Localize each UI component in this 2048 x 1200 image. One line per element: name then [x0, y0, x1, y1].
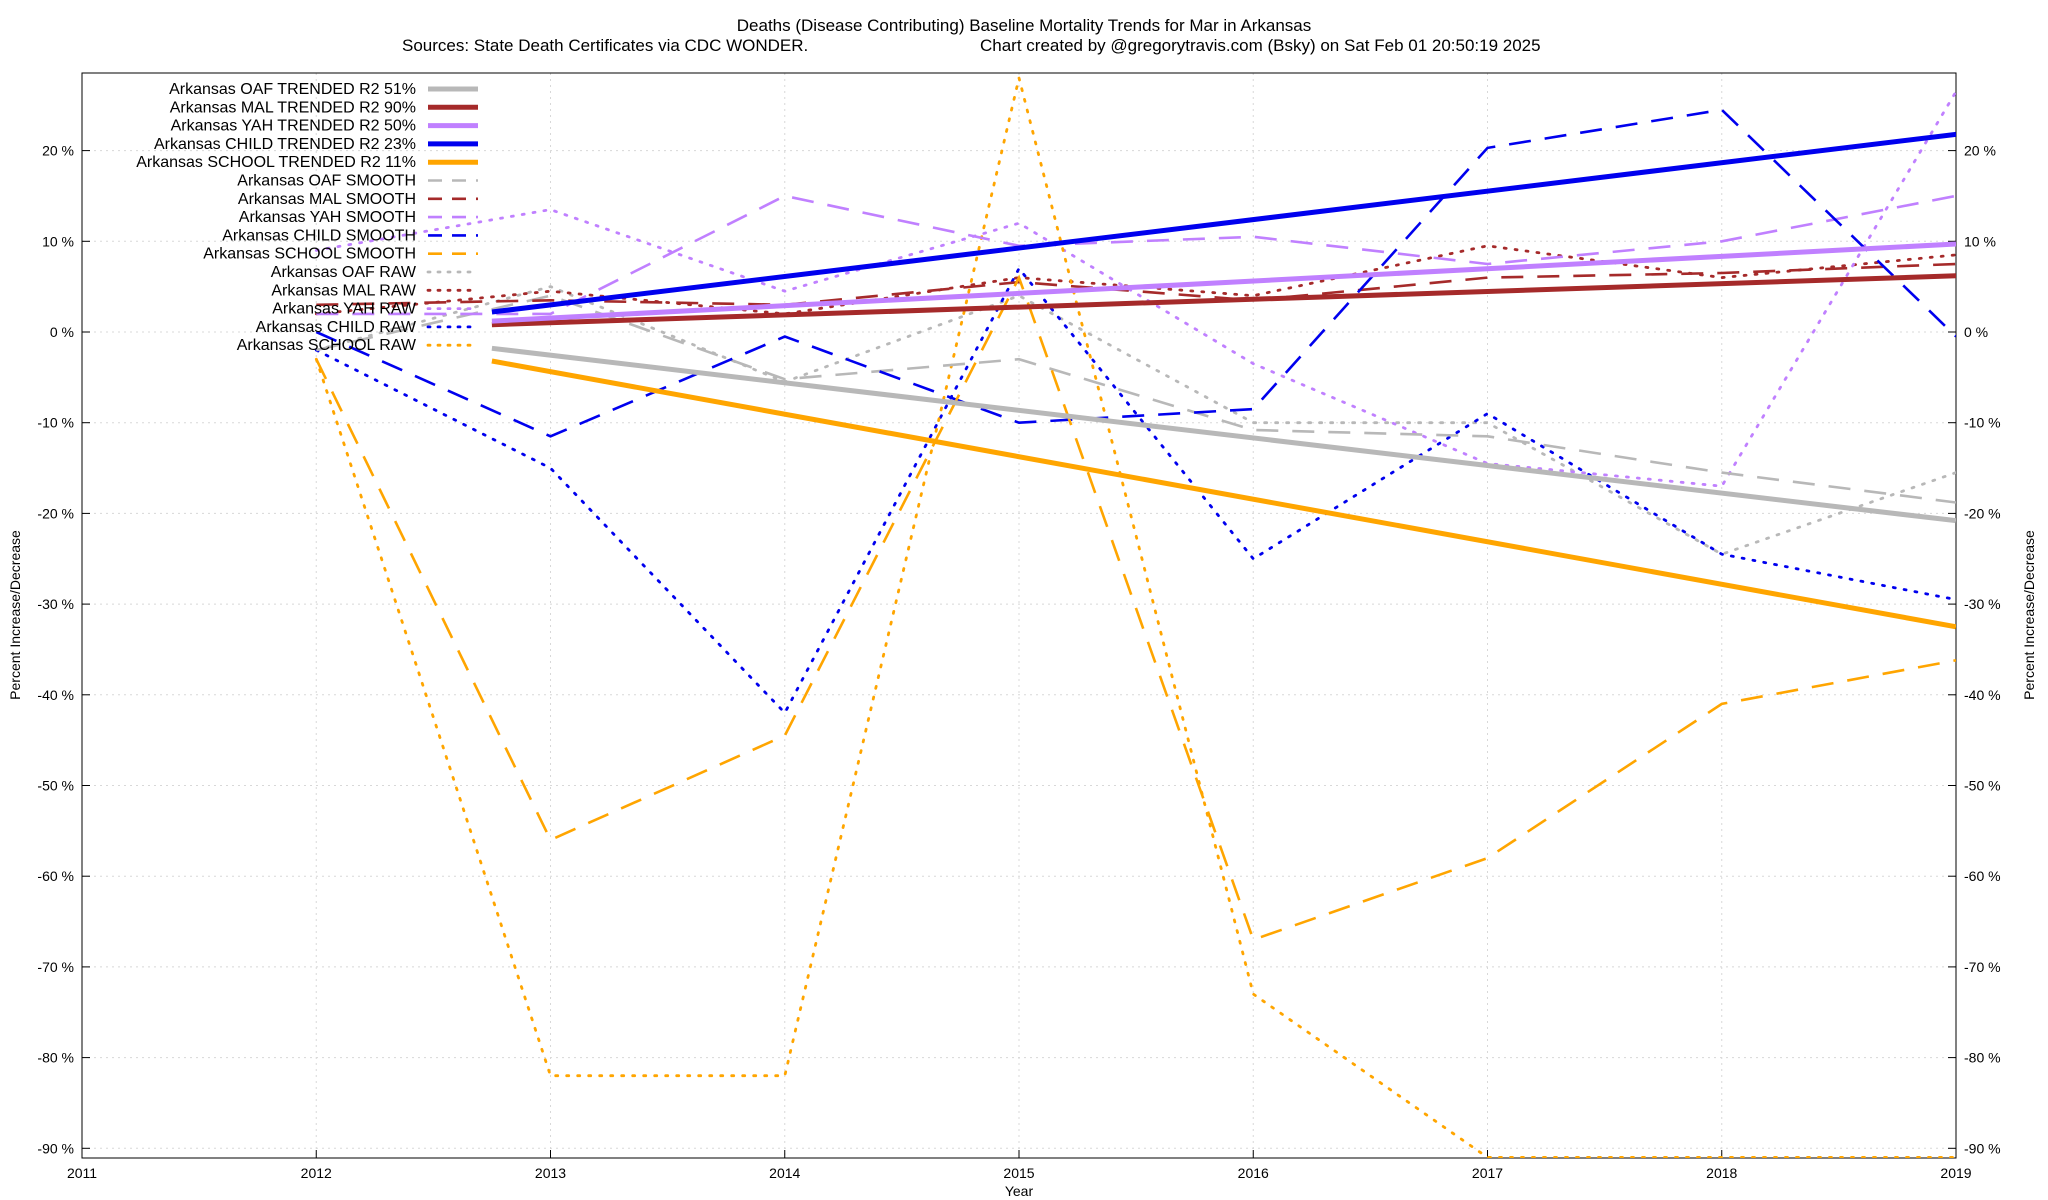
- y-axis-label-left: Percent Increase/Decrease: [7, 530, 23, 700]
- y-tick-label-right: -50 %: [1964, 778, 2001, 794]
- x-tick-label: 2019: [1940, 1165, 1971, 1181]
- x-axis-label: Year: [1005, 1183, 1034, 1199]
- legend-label: Arkansas SCHOOL RAW: [237, 337, 417, 354]
- series-child-raw: [314, 265, 1956, 716]
- series-school-trend: [491, 358, 1956, 630]
- series-oaf-smooth: [316, 294, 1956, 504]
- chart-subtitle-credit: Chart created by @gregorytravis.com (Bsk…: [980, 36, 1541, 55]
- y-tick-label-right: -30 %: [1964, 596, 2001, 612]
- legend-label: Arkansas YAH RAW: [272, 301, 417, 318]
- legend-label: Arkansas CHILD RAW: [256, 319, 417, 336]
- legend-label: Arkansas YAH TRENDED R2 50%: [171, 118, 416, 135]
- y-tick-label-left: -80 %: [37, 1050, 74, 1066]
- y-tick-label-left: -90 %: [37, 1140, 74, 1156]
- y-tick-label-left: -30 %: [37, 596, 74, 612]
- series-mal-trend: [491, 273, 1956, 328]
- legend-label: Arkansas OAF RAW: [271, 264, 417, 281]
- x-tick-label: 2017: [1472, 1165, 1503, 1181]
- y-tick-label-left: 10 %: [42, 233, 74, 249]
- series-child-smooth: [315, 108, 1956, 438]
- series-oaf-trend: [491, 345, 1956, 524]
- x-tick-label: 2015: [1003, 1165, 1034, 1181]
- y-tick-label-left: -20 %: [37, 505, 74, 521]
- y-tick-label-right: -20 %: [1964, 505, 2001, 521]
- legend-label: Arkansas SCHOOL SMOOTH: [203, 246, 416, 263]
- y-tick-label-right: -80 %: [1964, 1050, 2001, 1066]
- x-tick-label: 2014: [769, 1165, 800, 1181]
- chart-title: Deaths (Disease Contributing) Baseline M…: [737, 16, 1311, 35]
- legend-label: Arkansas CHILD TRENDED R2 23%: [154, 136, 416, 153]
- y-tick-label-right: 0 %: [1964, 324, 1988, 340]
- legend-label: Arkansas MAL RAW: [271, 282, 417, 299]
- legend-label: Arkansas CHILD SMOOTH: [222, 227, 416, 244]
- y-tick-label-right: -90 %: [1964, 1140, 2001, 1156]
- y-tick-label-right: -10 %: [1964, 415, 2001, 431]
- legend-label: Arkansas SCHOOL TRENDED R2 11%: [136, 154, 416, 171]
- series-school-smooth: [315, 274, 1956, 942]
- x-tick-label: 2012: [301, 1165, 332, 1181]
- legend-label: Arkansas MAL TRENDED R2 90%: [170, 99, 416, 116]
- series-oaf-raw: [314, 285, 1956, 556]
- y-tick-label-left: 20 %: [42, 143, 74, 159]
- y-tick-label-right: 20 %: [1964, 143, 1996, 159]
- chart-subtitle-source: Sources: State Death Certificates via CD…: [402, 36, 808, 55]
- y-tick-label-right: -60 %: [1964, 868, 2001, 884]
- y-tick-label-left: -10 %: [37, 415, 74, 431]
- series-school-raw: [314, 77, 1956, 1158]
- y-tick-label-left: 0 %: [50, 324, 74, 340]
- y-tick-label-left: -50 %: [37, 778, 74, 794]
- series-child-trend: [491, 131, 1956, 315]
- series-yah-trend: [491, 241, 1956, 324]
- y-tick-label-right: -40 %: [1964, 687, 2001, 703]
- y-axis-label-right: Percent Increase/Decrease: [2021, 530, 2037, 700]
- legend-label: Arkansas OAF TRENDED R2 51%: [169, 81, 416, 98]
- y-tick-label-right: -70 %: [1964, 959, 2001, 975]
- y-tick-label-left: -70 %: [37, 959, 74, 975]
- legend-label: Arkansas YAH SMOOTH: [239, 209, 416, 226]
- legend: Arkansas OAF TRENDED R2 51%Arkansas MAL …: [136, 81, 480, 354]
- axis-ticks: 2011 2012 2013 2014 2015 2016 2017 2018 2019 20 %…: [37, 143, 2000, 1181]
- x-tick-label: 2013: [535, 1165, 566, 1181]
- x-tick-label: 2016: [1238, 1165, 1269, 1181]
- y-tick-label-left: -60 %: [37, 868, 74, 884]
- x-tick-label: 2018: [1706, 1165, 1737, 1181]
- y-tick-label-left: -40 %: [37, 687, 74, 703]
- series-yah-raw: [314, 90, 1956, 488]
- x-tick-label: 2011: [67, 1165, 97, 1181]
- y-tick-label-right: 10 %: [1964, 233, 1996, 249]
- series-layer: [314, 77, 1956, 1158]
- legend-label: Arkansas MAL SMOOTH: [238, 191, 416, 208]
- legend-label: Arkansas OAF SMOOTH: [237, 173, 416, 190]
